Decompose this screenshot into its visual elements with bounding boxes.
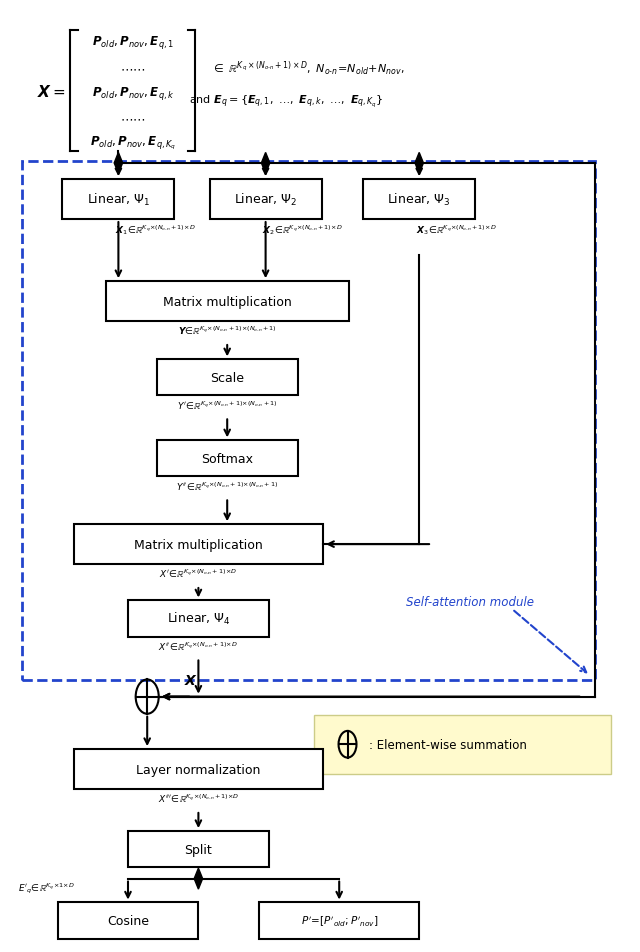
FancyBboxPatch shape	[106, 282, 349, 322]
Text: $\boldsymbol{X}_3\!\in\!\mathbb{R}^{K_q\!\times\!(N_{o\text{-}n}+1)\!\times\! D}: $\boldsymbol{X}_3\!\in\!\mathbb{R}^{K_q\…	[416, 223, 497, 237]
Text: $\boldsymbol{X'}\!\in\!\mathbb{R}^{K_q\!\times\!(N_{o\text{-}n}+1)\!\times\! D}$: $\boldsymbol{X'}\!\in\!\mathbb{R}^{K_q\!…	[159, 567, 237, 580]
Text: $\boldsymbol{P}_{old}, \boldsymbol{P}_{nov}, \boldsymbol{E}_{q,1}$: $\boldsymbol{P}_{old}, \boldsymbol{P}_{n…	[92, 34, 174, 51]
Text: Split: Split	[184, 843, 212, 856]
FancyBboxPatch shape	[314, 715, 611, 774]
Text: : Element-wise summation: : Element-wise summation	[369, 738, 527, 751]
Polygon shape	[261, 153, 270, 174]
Text: Linear, $\Psi_4$: Linear, $\Psi_4$	[166, 611, 230, 626]
FancyBboxPatch shape	[74, 525, 323, 565]
Polygon shape	[194, 868, 203, 889]
Text: $\boldsymbol{Y''}\!\in\!\mathbb{R}^{K_q\!\times\!(N_{o\text{-}n}+1)\!\times\!(N_: $\boldsymbol{Y''}\!\in\!\mathbb{R}^{K_q\…	[176, 480, 278, 492]
FancyBboxPatch shape	[157, 360, 298, 396]
Text: $\boldsymbol{Y'}\!\in\!\mathbb{R}^{K_q\!\times\!(N_{o\text{-}n}+1)\!\times\!(N_{: $\boldsymbol{Y'}\!\in\!\mathbb{R}^{K_q\!…	[177, 399, 278, 411]
Text: $\boldsymbol{X''}\!\in\!\mathbb{R}^{K_q\!\times\!(N_{o\text{-}n}+1)\!\times\! D}: $\boldsymbol{X''}\!\in\!\mathbb{R}^{K_q\…	[159, 640, 238, 652]
Text: $\boldsymbol{Y}\!\in\!\mathbb{R}^{K_q\!\times\!(N_{o\text{-}n}+1)\!\times\!(N_{o: $\boldsymbol{Y}\!\in\!\mathbb{R}^{K_q\!\…	[178, 325, 276, 337]
Text: Scale: Scale	[210, 371, 244, 385]
Text: Matrix multiplication: Matrix multiplication	[134, 538, 263, 551]
Polygon shape	[415, 153, 424, 174]
Text: Layer normalization: Layer normalization	[136, 763, 260, 776]
Text: $\cdots\cdots$: $\cdots\cdots$	[120, 112, 145, 126]
Text: $\boldsymbol{X}=$: $\boldsymbol{X}=$	[37, 85, 65, 100]
Text: Linear, $\Psi_1$: Linear, $\Psi_1$	[86, 192, 150, 208]
FancyBboxPatch shape	[74, 749, 323, 789]
Text: $\boldsymbol{X}$: $\boldsymbol{X}$	[184, 673, 198, 687]
Text: $\boldsymbol{X'''}\!\in\!\mathbb{R}^{K_q\!\times\!(N_{o\text{-}n}+1)\!\times\! D: $\boldsymbol{X'''}\!\in\!\mathbb{R}^{K_q…	[157, 792, 239, 804]
Text: $\boldsymbol{P}_{old}, \boldsymbol{P}_{nov}, \boldsymbol{E}_{q,k}$: $\boldsymbol{P}_{old}, \boldsymbol{P}_{n…	[92, 85, 174, 102]
Text: Self-attention module: Self-attention module	[406, 595, 534, 608]
Text: $\boldsymbol{E'}_q\!\in\!\mathbb{R}^{K_q\!\times\!1\!\times\! D}$: $\boldsymbol{E'}_q\!\in\!\mathbb{R}^{K_q…	[18, 881, 75, 895]
Text: $\boldsymbol{X}_1\!\in\!\mathbb{R}^{K_q\!\times\!(N_{o\text{-}n}+1)\!\times\! D}: $\boldsymbol{X}_1\!\in\!\mathbb{R}^{K_q\…	[115, 223, 196, 237]
Text: and $\boldsymbol{E}_q = \{\boldsymbol{E}_{q,1},\ \ldots,\ \boldsymbol{E}_{q,k},\: and $\boldsymbol{E}_q = \{\boldsymbol{E}…	[189, 94, 383, 109]
Text: Cosine: Cosine	[107, 914, 149, 927]
Text: $\in\ \mathbb{R}^{K_q \times (N_{o\text{-}n}+1) \times D},$$\ N_{o\text{-}n}\!=\: $\in\ \mathbb{R}^{K_q \times (N_{o\text{…	[211, 59, 405, 78]
FancyBboxPatch shape	[22, 162, 595, 681]
FancyBboxPatch shape	[259, 902, 419, 939]
FancyBboxPatch shape	[210, 180, 321, 220]
Polygon shape	[114, 153, 123, 174]
FancyBboxPatch shape	[58, 902, 198, 939]
FancyBboxPatch shape	[364, 180, 475, 220]
FancyBboxPatch shape	[63, 180, 174, 220]
Text: Softmax: Softmax	[201, 452, 253, 466]
Text: $\boldsymbol{X}_2\!\in\!\mathbb{R}^{K_q\!\times\!(N_{o\text{-}n}+1)\!\times\! D}: $\boldsymbol{X}_2\!\in\!\mathbb{R}^{K_q\…	[262, 223, 343, 237]
FancyBboxPatch shape	[128, 831, 269, 867]
Text: Linear, $\Psi_2$: Linear, $\Psi_2$	[234, 192, 298, 208]
Text: $\boldsymbol{P}_{old}, \boldsymbol{P}_{nov}, \boldsymbol{E}_{q,K_q}$: $\boldsymbol{P}_{old}, \boldsymbol{P}_{n…	[90, 134, 176, 151]
FancyBboxPatch shape	[128, 601, 269, 637]
Text: $\cdots\cdots$: $\cdots\cdots$	[120, 62, 145, 75]
Text: Linear, $\Psi_3$: Linear, $\Psi_3$	[387, 192, 451, 208]
FancyBboxPatch shape	[157, 441, 298, 477]
Text: $\boldsymbol{P'}\!=\![\boldsymbol{P'}_{old}; \boldsymbol{P'}_{nov}]$: $\boldsymbol{P'}\!=\![\boldsymbol{P'}_{o…	[301, 914, 378, 927]
Text: Matrix multiplication: Matrix multiplication	[163, 295, 292, 308]
